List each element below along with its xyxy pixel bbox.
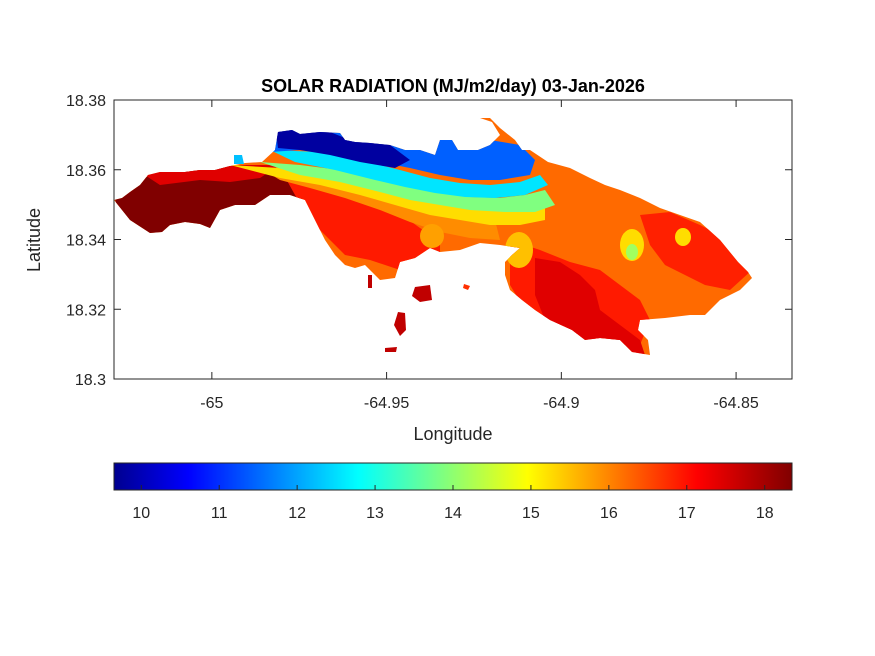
islet-small-3 [234, 155, 244, 164]
colorbar-tick-label: 15 [522, 505, 540, 522]
colorbar-tick-label: 12 [288, 505, 306, 522]
colorbar-tick-label: 16 [600, 505, 618, 522]
y-tick-label: 18.34 [66, 233, 106, 250]
islet-southwest-2 [394, 312, 406, 336]
zone-central-red [280, 168, 440, 275]
y-tick-label: 18.32 [66, 302, 106, 319]
chart-title: SOLAR RADIATION (MJ/m2/day) 03-Jan-2026 [261, 76, 645, 96]
x-axis-ticks: -65 -64.95 -64.9 -64.85 [200, 100, 759, 412]
colorbar-tick-label: 17 [678, 505, 696, 522]
y-tick-label: 18.36 [66, 163, 106, 180]
zone-central-spot-orange [420, 224, 444, 248]
colorbar-tick-label: 13 [366, 505, 384, 522]
colorbar-tick-label: 11 [211, 505, 228, 522]
x-tick-label: -65 [200, 395, 223, 412]
zone-east-spot-yellow-2 [675, 228, 691, 246]
islet-southwest-1 [412, 285, 432, 302]
solar-radiation-map [114, 118, 752, 355]
y-axis-ticks: 18.3 18.32 18.34 18.36 18.38 [66, 93, 792, 389]
islet-small-1 [368, 275, 372, 288]
colorbar-tick-label: 18 [756, 505, 774, 522]
zone-bay-yellow [505, 232, 533, 268]
x-tick-label: -64.9 [543, 395, 580, 412]
zone-central-cyan-band [270, 150, 548, 198]
zone-north-dark-blue [275, 125, 410, 168]
islet-southwest-3 [385, 347, 397, 352]
y-axis-label: Latitude [24, 208, 44, 272]
x-tick-label: -64.85 [713, 395, 758, 412]
islet-small-2 [463, 284, 470, 290]
colorbar-ticks: 10 11 12 13 14 15 16 17 18 [132, 485, 774, 522]
colorbar-tick-label: 10 [132, 505, 150, 522]
zone-east-spot-green [626, 244, 638, 260]
y-tick-label: 18.38 [66, 93, 106, 110]
zone-central-orange-band [260, 168, 500, 240]
zone-east-red [640, 212, 752, 290]
x-tick-label: -64.95 [364, 395, 409, 412]
colorbar: 10 11 12 13 14 15 16 17 18 [113, 462, 793, 522]
x-axis-label: Longitude [413, 424, 492, 444]
y-tick-label: 18.3 [75, 372, 106, 389]
zone-central-yellow-band [230, 165, 545, 225]
colorbar-tick-label: 14 [444, 505, 462, 522]
